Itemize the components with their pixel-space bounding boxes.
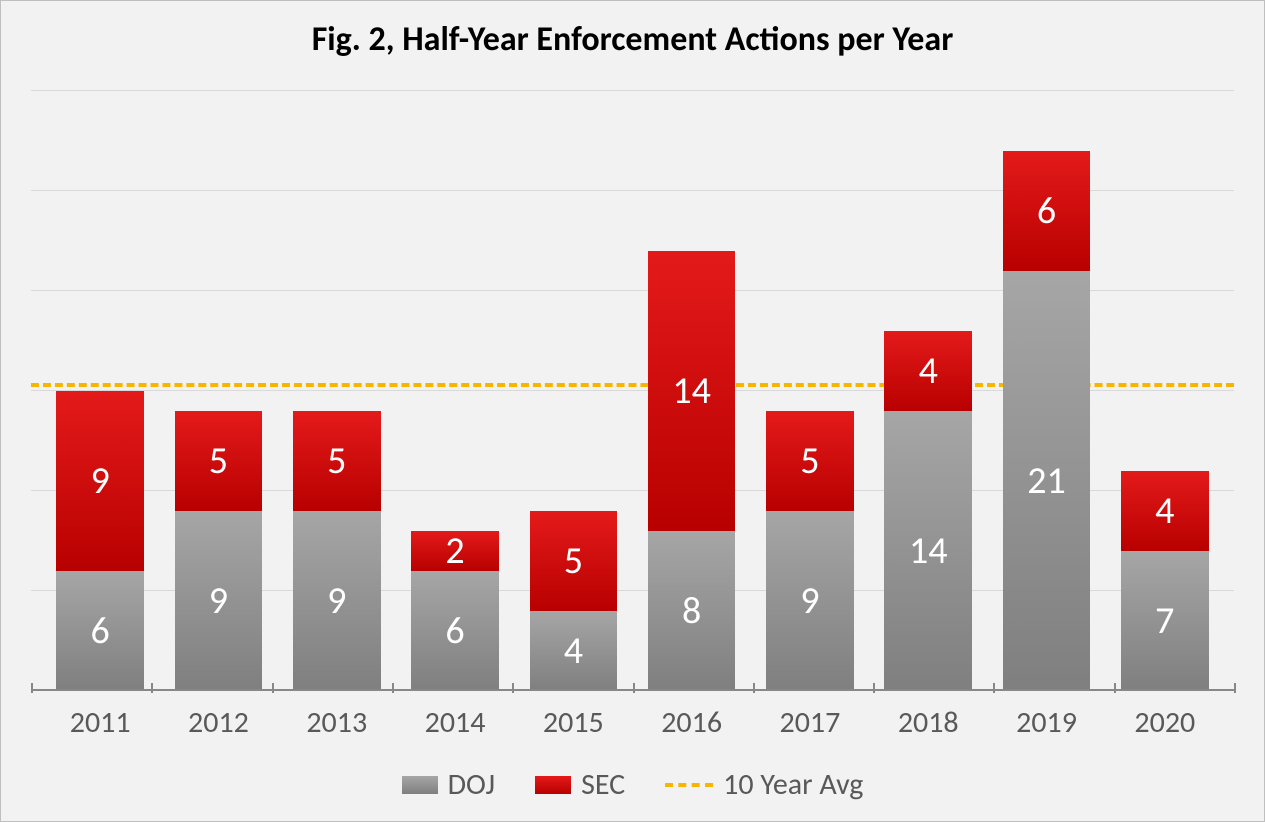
bar-stack: 8 14 [648,91,736,691]
x-tick [1234,683,1236,693]
bar-segment-doj: 6 [411,571,499,691]
bar-value-label: 4 [919,348,938,394]
legend-label-avg: 10 Year Avg [723,766,863,803]
bar-segment-sec: 5 [175,411,263,511]
bar-value-label: 9 [209,578,228,624]
bar-segment-sec: 5 [530,511,618,611]
bar-stack: 95 [293,91,381,691]
bar-value-label: 8 [682,588,701,634]
bar-value-label: 21 [1027,458,1066,504]
legend-swatch-doj [402,776,438,794]
legend-item-avg: 10 Year Avg [665,766,863,803]
bar-group: 69 [41,91,159,691]
x-tick [633,683,635,693]
bar-segment-doj: 4 [530,611,618,691]
legend-swatch-sec [535,776,571,794]
x-axis-label: 2012 [159,704,277,741]
bar-value-label: 5 [564,538,583,584]
bar-value-label: 6 [445,608,464,654]
bar-group: 14 4 [869,91,987,691]
x-tick [151,683,153,693]
bar-segment-doj: 7 [1121,551,1209,691]
bar-segment-sec: 6 [1003,151,1091,271]
x-axis-label: 2016 [632,704,750,741]
bar-segment-doj: 9 [766,511,854,691]
bar-segment-sec: 9 [56,391,144,571]
bar-value-label: 5 [800,438,819,484]
bar-segment-sec: 5 [293,411,381,511]
x-tick [753,683,755,693]
bar-stack: 74 [1121,91,1209,691]
bar-segment-sec: 4 [884,331,972,411]
x-axis-label: 2018 [869,704,987,741]
bar-value-label: 14 [909,528,948,574]
bar-stack: 69 [56,91,144,691]
x-axis-label: 2020 [1106,704,1224,741]
bar-stack: 14 4 [884,91,972,691]
bar-value-label: 6 [91,608,110,654]
plot-area: 69959562458149514421674 [31,91,1234,691]
legend-item-doj: DOJ [402,766,496,803]
bar-value-label: 9 [800,578,819,624]
bar-value-label: 14 [672,368,711,414]
legend-swatch-avg [665,783,713,787]
bar-value-label: 5 [209,438,228,484]
x-tick [873,683,875,693]
x-tick [512,683,514,693]
bar-value-label: 4 [1155,488,1174,534]
bar-segment-doj: 6 [56,571,144,691]
bar-value-label: 7 [1155,598,1174,644]
bar-group: 8 14 [632,91,750,691]
bar-segment-sec: 14 [648,251,736,531]
bar-stack: 62 [411,91,499,691]
x-axis-labels: 2011201220132014201520162017201820192020 [31,704,1234,741]
bar-value-label: 5 [327,438,346,484]
bar-value-label: 9 [327,578,346,624]
bar-value-label: 4 [564,628,583,674]
legend-label-doj: DOJ [448,766,496,803]
bar-segment-doj: 14 [884,411,972,691]
bar-group: 74 [1106,91,1224,691]
bar-segment-doj: 9 [175,511,263,691]
bar-stack: 95 [766,91,854,691]
bar-value-label: 9 [91,458,110,504]
bar-segment-sec: 5 [766,411,854,511]
bar-value-label: 6 [1037,188,1056,234]
x-tick [1114,683,1116,693]
legend-label-sec: SEC [581,766,625,803]
bar-group: 21 6 [987,91,1105,691]
bar-segment-doj: 8 [648,531,736,691]
bar-group: 95 [159,91,277,691]
bar-group: 95 [751,91,869,691]
x-axis-label: 2011 [41,704,159,741]
legend-item-sec: SEC [535,766,625,803]
bars-container: 69959562458149514421674 [31,91,1234,691]
x-axis-label: 2013 [278,704,396,741]
bar-value-label: 2 [445,528,464,574]
bar-stack: 45 [530,91,618,691]
bar-group: 45 [514,91,632,691]
x-axis-label: 2015 [514,704,632,741]
bar-stack: 95 [175,91,263,691]
bar-segment-sec: 2 [411,531,499,571]
bar-segment-doj: 9 [293,511,381,691]
x-tick [993,683,995,693]
x-axis-label: 2019 [987,704,1105,741]
x-axis-label: 2017 [751,704,869,741]
x-axis-label: 2014 [396,704,514,741]
bar-stack: 21 6 [1003,91,1091,691]
legend: DOJ SEC 10 Year Avg [1,766,1264,803]
bar-group: 95 [278,91,396,691]
bar-segment-sec: 4 [1121,471,1209,551]
x-tick [31,683,33,693]
x-tick [272,683,274,693]
bar-group: 62 [396,91,514,691]
chart-title: Fig. 2, Half-Year Enforcement Actions pe… [1,1,1264,60]
bar-segment-doj: 21 [1003,271,1091,691]
x-tick [392,683,394,693]
